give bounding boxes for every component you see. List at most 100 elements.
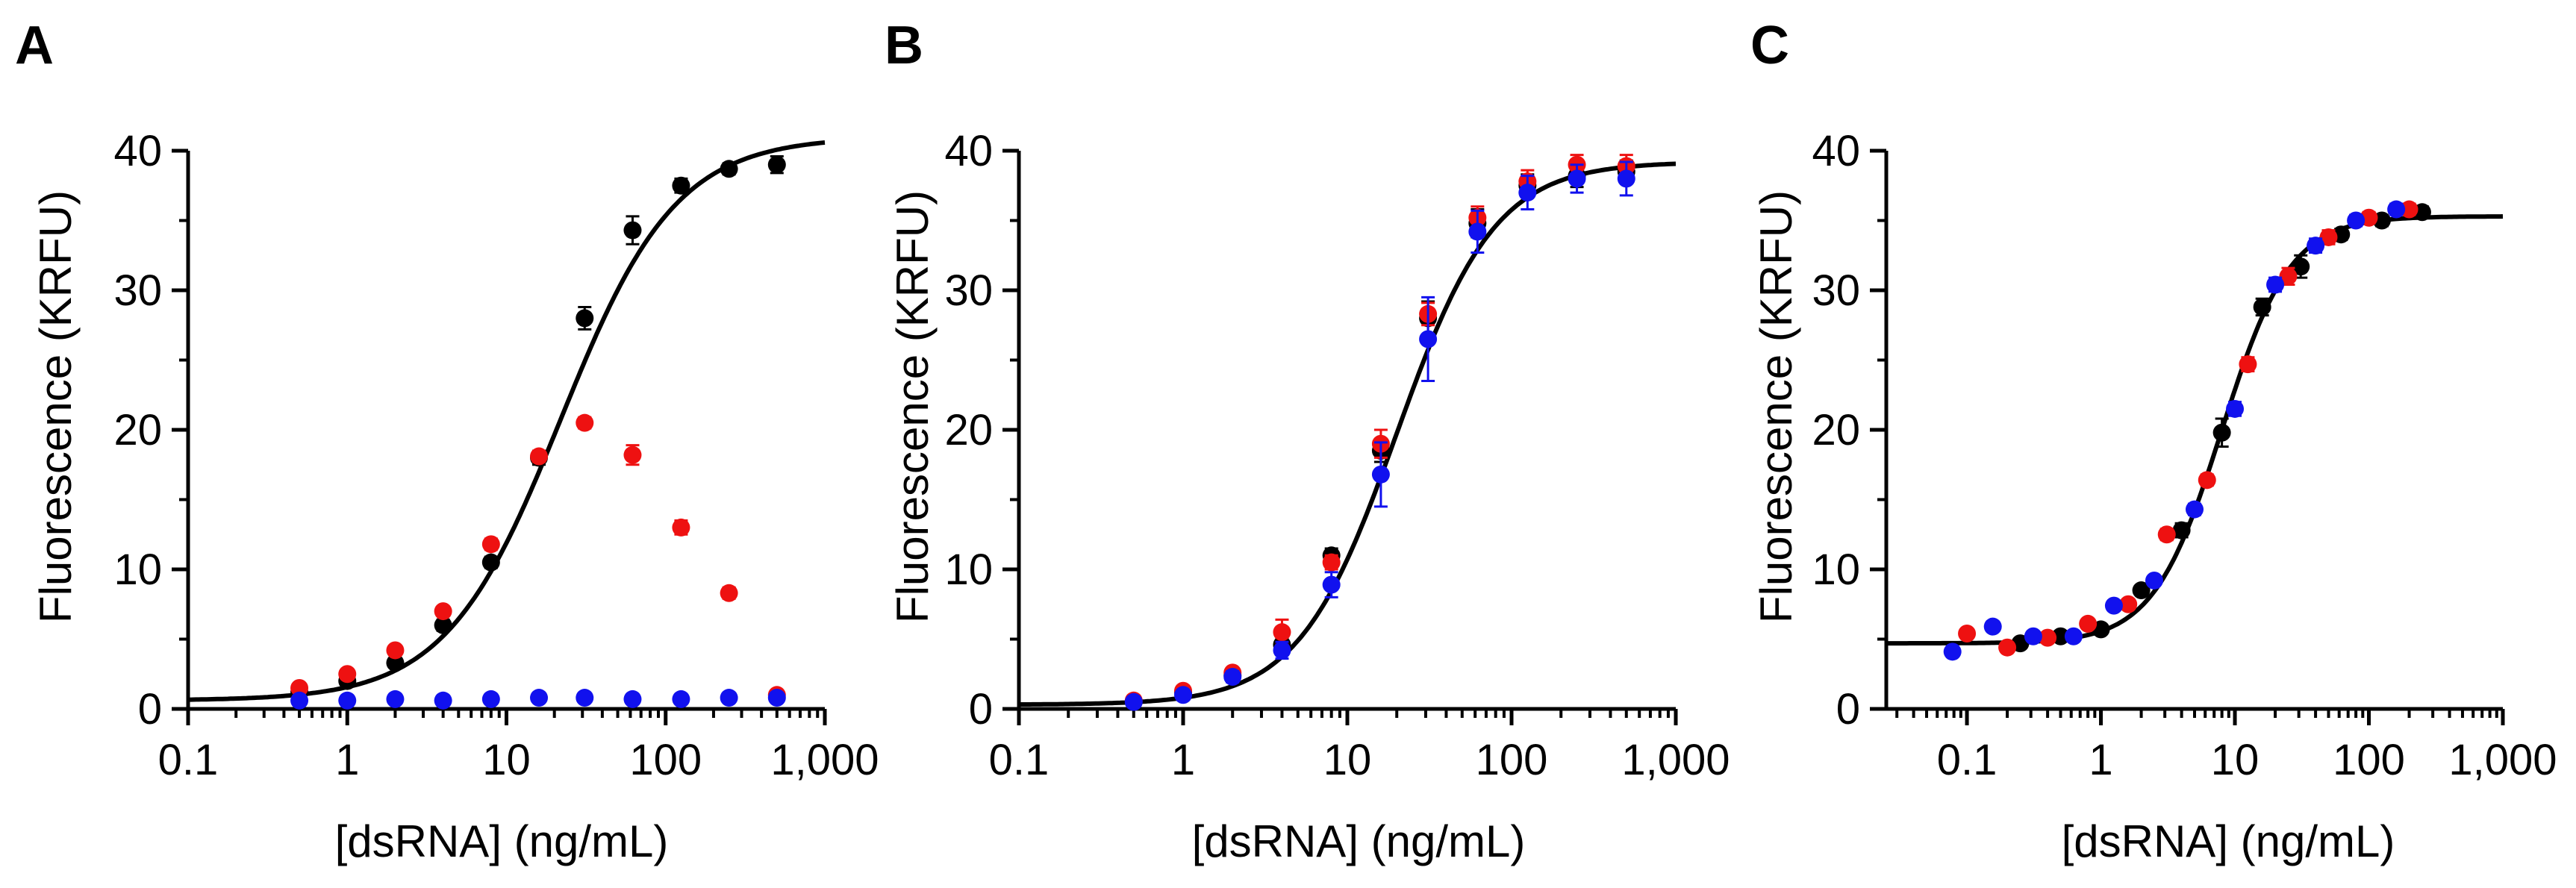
panel-a-point-red xyxy=(530,447,549,466)
panel-c-point-red xyxy=(2198,471,2216,490)
panel-a-y-tick-label: 20 xyxy=(113,406,162,454)
panel-b-y-tick-label: 10 xyxy=(944,545,993,594)
panel-a-point-blue xyxy=(481,690,500,708)
panel-a-x-tick-label: 0.1 xyxy=(158,736,219,784)
panel-b-point-red xyxy=(1273,623,1291,642)
panel-c-point-red xyxy=(2039,628,2057,647)
panel-a-axes xyxy=(186,151,825,711)
panel-b-x-tick-label: 1 xyxy=(1171,736,1195,784)
panel-a-point-black xyxy=(386,654,405,672)
panel-c-y-tick-label: 30 xyxy=(1812,266,1860,315)
panel-a-point-blue xyxy=(767,689,786,707)
panel-a-point-blue xyxy=(434,691,452,710)
panel-b-fit-curve xyxy=(1018,161,1677,707)
panel-c-point-blue xyxy=(1943,642,1962,661)
panel-c-point-red xyxy=(2239,355,2257,374)
panel-a-point-black xyxy=(623,221,642,240)
panel-c-point-blue xyxy=(1983,617,2002,636)
panel-c-x-tick-label: 100 xyxy=(2333,736,2405,784)
panel-c-point-black xyxy=(2051,627,2070,645)
panel-a-point-black xyxy=(720,160,738,178)
panel-b-x-tick-label: 10 xyxy=(1323,736,1372,784)
panel-c-point-blue xyxy=(2266,275,2285,294)
panel-a-point-red xyxy=(623,445,642,464)
panel-letter-c: C xyxy=(1750,16,1789,75)
panel-c-point-blue xyxy=(2024,627,2042,645)
panel-b-fit xyxy=(1018,161,1677,707)
panel-c-y-tick-label: 20 xyxy=(1812,406,1860,454)
panel-c-y-axis-title: Fluorescence (KRFU) xyxy=(1751,190,1801,623)
panel-c-point-blue xyxy=(2104,596,2123,615)
panel-a-points xyxy=(290,154,786,710)
panel-a-point-black xyxy=(434,616,452,634)
panel-a-y-tick-label: 0 xyxy=(138,685,162,734)
panel-a-y-tick-label: 40 xyxy=(113,127,162,175)
panel-b-y-tick-label: 30 xyxy=(944,266,993,315)
panel-b-point-blue xyxy=(1273,641,1291,660)
panel-c-point-red xyxy=(2119,595,2138,613)
panel-a-point-blue xyxy=(386,690,405,708)
panel-a-point-blue xyxy=(290,691,309,710)
panel-b-point-blue xyxy=(1174,686,1192,704)
panel-b-point-blue xyxy=(1468,222,1487,241)
panel-c-x-tick-label: 10 xyxy=(2211,736,2260,784)
panel-b-y-tick-label: 0 xyxy=(969,685,993,734)
panel-a-point-red xyxy=(672,518,690,537)
panel-a-point-red xyxy=(576,413,594,432)
panel-a-point-red xyxy=(434,602,452,621)
panel-b-x-tick-label: 100 xyxy=(1476,736,1548,784)
panel-b-point-blue xyxy=(1518,184,1537,202)
panel-a-ticks: 0 10 20 30 40 0.1 1 10 100 1,000 xyxy=(113,127,879,784)
panel-a-x-axis-title: [dsRNA] (ng/mL) xyxy=(335,816,669,866)
panel-b-point-blue xyxy=(1371,465,1390,484)
panel-c-point-blue xyxy=(2145,571,2163,590)
panel-a-x-tick-label: 1 xyxy=(335,736,359,784)
panel-a-x-tick-label: 100 xyxy=(629,736,702,784)
panel-c-point-red xyxy=(2157,525,2176,544)
panel-b-point-blue xyxy=(1419,330,1438,348)
panel-c-point-blue xyxy=(2347,211,2366,230)
panel-a-point-red xyxy=(720,584,738,602)
panel-c-fit-curve xyxy=(1886,214,2504,646)
panel-a-point-red xyxy=(338,665,357,684)
panel-c-point-red xyxy=(2319,228,2338,246)
panel-a-point-blue xyxy=(338,691,357,710)
panel-b-point-blue xyxy=(1568,169,1586,188)
panel-a-point-red xyxy=(386,641,405,660)
panel-a-point-red xyxy=(481,535,500,554)
panel-c-y-tick-label: 0 xyxy=(1836,685,1860,734)
panel-a: A Fluorescence (KRFU) [dsRNA] (ng/mL) 0 1… xyxy=(15,16,879,866)
panel-a-y-tick-label: 10 xyxy=(113,545,162,594)
panel-b-x-axis-title: [dsRNA] (ng/mL) xyxy=(1192,816,1526,866)
panel-b-point-blue xyxy=(1322,575,1341,594)
panel-c-x-tick-label: 1 xyxy=(2089,736,2112,784)
panel-b-ticks: 0 10 20 30 40 0.1 1 10 100 1,000 xyxy=(944,127,1730,784)
panel-c-point-red xyxy=(2400,200,2418,219)
panel-a-fit-curve xyxy=(188,140,826,702)
panel-a-x-tick-label: 1,000 xyxy=(770,736,879,784)
panel-c-point-blue xyxy=(2226,399,2245,418)
panel-letter-b: B xyxy=(885,16,923,75)
panel-c-x-axis-title: [dsRNA] (ng/mL) xyxy=(2062,816,2395,866)
panel-c-ticks: 0 10 20 30 40 0.1 1 10 100 1,000 xyxy=(1812,127,2557,784)
panel-c-point-black xyxy=(2132,581,2151,600)
panel-c-point-red xyxy=(1958,625,1977,643)
panel-b-y-tick-label: 20 xyxy=(944,406,993,454)
panel-c-point-blue xyxy=(2307,237,2325,255)
panel-b-point-blue xyxy=(1124,692,1143,711)
panel-c: C Fluorescence (KRFU) [dsRNA] (ng/mL) 0 1… xyxy=(1750,16,2557,866)
panel-c-point-black xyxy=(2253,298,2271,316)
panel-c-point-blue xyxy=(2186,500,2204,519)
panel-a-point-blue xyxy=(623,690,642,708)
panel-b-point-blue xyxy=(1223,667,1242,686)
panel-c-x-tick-label: 0.1 xyxy=(1937,736,1998,784)
panel-a-point-blue xyxy=(576,689,594,707)
panel-c-y-tick-label: 40 xyxy=(1812,127,1860,175)
panel-b-axes xyxy=(1017,151,1676,711)
panel-b-y-axis-title: Fluorescence (KRFU) xyxy=(888,190,938,623)
panel-c-point-black xyxy=(2172,521,2191,540)
panel-c-point-black xyxy=(2212,423,2231,442)
panel-b-points xyxy=(1124,154,1635,711)
panel-a-point-blue xyxy=(530,689,549,707)
